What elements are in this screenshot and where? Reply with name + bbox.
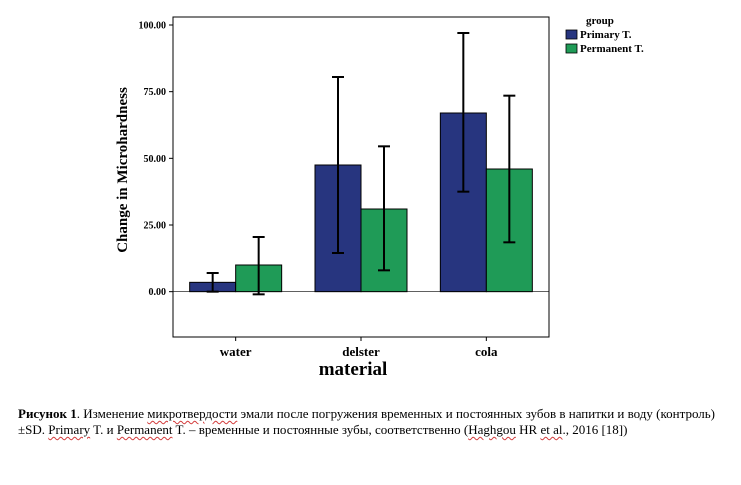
y-axis-title: Change in Microhardness [115,87,131,253]
y-tick-label: 0.00 [149,287,167,298]
legend-title: group [586,15,614,27]
y-tick-label: 50.00 [144,154,167,165]
error-bar-primary-water [206,272,219,293]
bars-group [173,112,549,293]
y-axis: 0.00 25.00 50.00 75.00 100.00 [139,21,173,298]
legend-swatch-permanent [565,43,578,54]
legend-swatch-primary [565,29,578,40]
x-axis-title: material [319,359,388,380]
y-tick-label: 25.00 [144,221,167,232]
caption-text-3: T. и [90,422,117,437]
x-tick-label-water: water [220,344,252,359]
caption-spell-word-2: Primary [48,422,91,437]
x-tick-label-cola: cola [475,344,498,359]
x-axis: water delster cola [220,337,498,359]
caption-text-4: T. – временные и постоянные зубы, соотве… [172,422,469,437]
legend-label-primary: Primary T. [580,29,632,41]
legend-label-permanent: Permanent T. [580,43,644,55]
figure-caption: Рисунок 1. Изменение микротвердости эмал… [18,406,730,438]
caption-spell-word-3: Permanent [116,422,173,437]
chart: 0.00 25.00 50.00 75.00 100.00 water delster co… [115,15,644,380]
y-tick-label: 100.00 [139,21,167,32]
x-tick-label-delster: delster [342,344,380,359]
caption-spell-word-5: et al [540,422,563,437]
caption-lead: Рисунок 1 [18,406,77,421]
caption-text-6: ., 2016 [18]) [562,422,628,437]
error-bar-permanent-delster [378,145,390,272]
y-tick-label: 75.00 [144,87,167,98]
error-bars-group [206,32,516,296]
caption-spell-word-4: Haghgou [468,422,516,437]
legend: group Primary T. Permanent T. [565,15,644,55]
caption-text-2: эмали после погружения временных и посто… [18,406,716,437]
error-bar-permanent-water [252,236,265,296]
error-bar-permanent-cola [503,94,516,244]
caption-spell-word-1: микротвердости [147,406,238,421]
caption-text-5: HR [515,422,541,437]
error-bar-primary-delster [332,76,344,254]
caption-text-1: . Изменение [76,406,148,421]
error-bar-primary-cola [457,32,470,193]
